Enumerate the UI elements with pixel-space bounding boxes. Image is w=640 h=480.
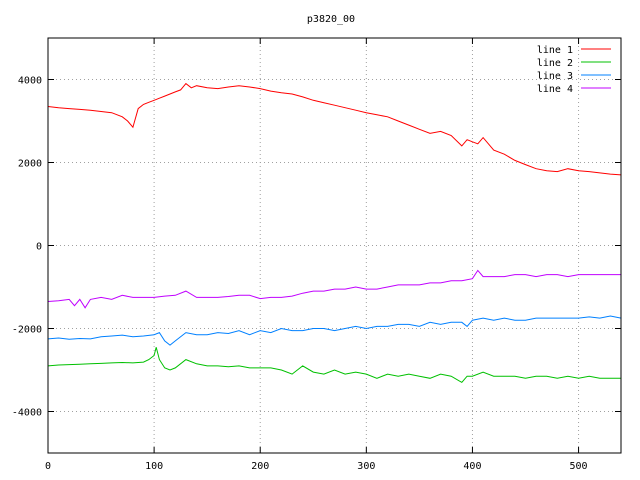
series-line-4 <box>47 269 621 309</box>
grid-lines <box>48 38 621 453</box>
y-tick-label: 4000 <box>18 76 42 87</box>
chart-title: p3820_00 <box>307 14 355 25</box>
series-line-3 <box>47 315 622 346</box>
axis-ticks: 0 100 200 300 400 500 -4000 -2000 0 2000 4000 <box>12 38 621 472</box>
legend-label: line 3 <box>537 71 573 82</box>
series-lines <box>47 82 622 384</box>
y-tick-label: 0 <box>36 242 42 253</box>
series-line-1 <box>47 82 622 176</box>
x-tick-label: 100 <box>145 461 163 472</box>
legend-label: line 4 <box>537 84 573 95</box>
x-tick-label: 500 <box>570 461 588 472</box>
x-tick-label: 200 <box>251 461 269 472</box>
legend-label: line 2 <box>537 58 573 69</box>
y-tick-label: 2000 <box>18 159 42 170</box>
x-tick-label: 300 <box>357 461 375 472</box>
y-tick-label: -2000 <box>12 325 42 336</box>
x-tick-label: 400 <box>463 461 481 472</box>
legend-label: line 1 <box>537 45 573 56</box>
x-tick-label: 0 <box>45 461 51 472</box>
y-tick-label: -4000 <box>12 408 42 419</box>
legend: line 1 line 2 line 3 line 4 <box>537 45 611 95</box>
series-line-2 <box>47 347 621 384</box>
plot-frame <box>47 37 622 454</box>
